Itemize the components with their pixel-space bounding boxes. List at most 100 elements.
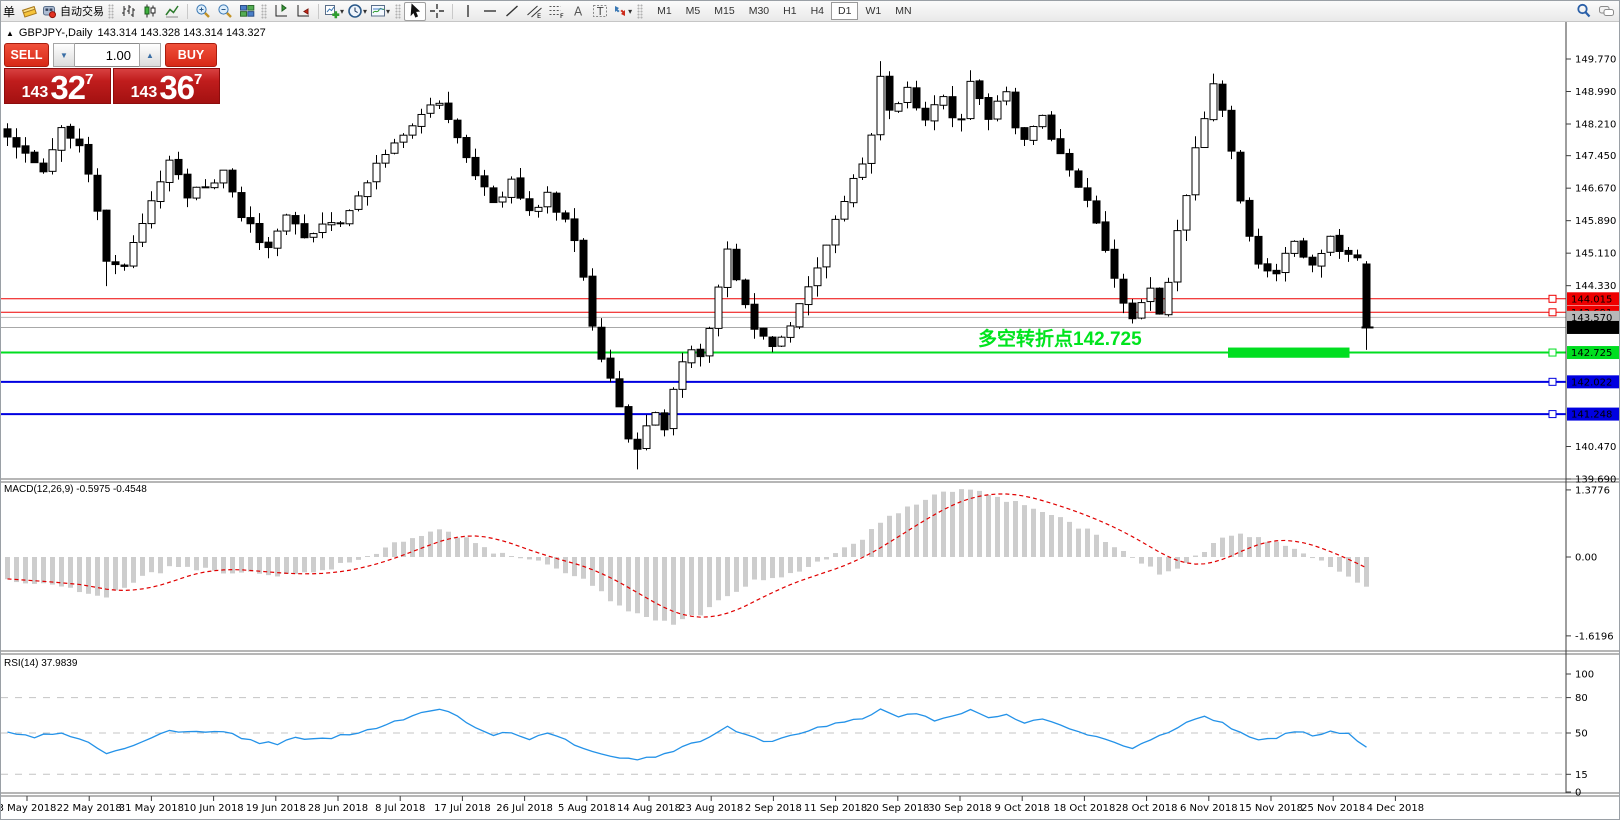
buy-price-display[interactable]: 143 36 7 bbox=[113, 68, 220, 104]
timeframe-D1[interactable]: D1 bbox=[831, 2, 859, 20]
toolbar-gripper[interactable] bbox=[395, 3, 402, 19]
sell-price-display[interactable]: 143 32 7 bbox=[4, 68, 111, 104]
chat-icon[interactable] bbox=[1595, 2, 1617, 21]
volume-increase-button[interactable]: ▲ bbox=[139, 43, 161, 67]
toolbar-gripper[interactable] bbox=[637, 3, 644, 19]
clipped-menu-text[interactable]: 单 bbox=[3, 4, 16, 19]
candle-body bbox=[327, 222, 336, 226]
level-end-marker bbox=[1548, 410, 1557, 419]
candle-body bbox=[714, 286, 723, 329]
dropdown-caret: ▾ bbox=[363, 6, 368, 16]
candle-body bbox=[570, 218, 579, 242]
rsi-line bbox=[7, 708, 1367, 761]
crosshair-button[interactable] bbox=[426, 2, 448, 21]
candle-body bbox=[1326, 235, 1335, 253]
macd-tick-label: -1.6196 bbox=[1575, 631, 1614, 642]
candle-body bbox=[1002, 91, 1011, 102]
date-label: 31 May 2018 bbox=[119, 803, 184, 814]
tile-windows-icon[interactable] bbox=[236, 2, 258, 21]
timeframe-M1[interactable]: M1 bbox=[657, 5, 672, 17]
periods-clock-button[interactable]: ▾ bbox=[346, 2, 369, 21]
timeframe-MN[interactable]: MN bbox=[895, 5, 912, 17]
candle-body bbox=[975, 80, 984, 100]
candle-body bbox=[849, 177, 858, 204]
candle-body bbox=[1065, 152, 1074, 171]
date-label: 5 Aug 2018 bbox=[558, 803, 616, 814]
date-label: 25 Nov 2018 bbox=[1301, 803, 1365, 814]
candle-body bbox=[255, 222, 264, 244]
auto-scroll-icon[interactable] bbox=[292, 2, 314, 21]
autotrade-label: 自动交易 bbox=[60, 6, 105, 18]
new-order-icon[interactable] bbox=[18, 2, 40, 21]
indicators-add-button[interactable]: ▾ bbox=[323, 2, 346, 21]
svg-text:A: A bbox=[574, 5, 583, 19]
dropdown-caret: ▾ bbox=[386, 6, 391, 16]
timeframe-W1[interactable]: W1 bbox=[865, 5, 882, 17]
timeframe-M15[interactable]: M15 bbox=[714, 5, 735, 17]
timeframe-H1[interactable]: H1 bbox=[783, 5, 797, 17]
dropdown-caret: ▾ bbox=[340, 6, 345, 16]
candle-body bbox=[3, 128, 12, 138]
volume-input[interactable] bbox=[75, 43, 139, 67]
chart-canvas[interactable]: 149.770 148.990 148.210 147.450 146.670 145.8… bbox=[1, 22, 1620, 820]
candle-body bbox=[723, 248, 732, 288]
candle-body bbox=[957, 118, 966, 121]
toolbar-separator bbox=[318, 3, 320, 19]
candle-body bbox=[93, 174, 102, 212]
bars-chart-icon[interactable] bbox=[117, 2, 139, 21]
date-label: 17 Jul 2018 bbox=[434, 803, 491, 814]
candle-body bbox=[201, 186, 210, 189]
candle-body bbox=[300, 223, 309, 239]
timeframe-M5[interactable]: M5 bbox=[685, 5, 701, 17]
candle-body bbox=[1056, 138, 1065, 155]
trendline-button[interactable] bbox=[501, 2, 523, 21]
candle-body bbox=[1101, 221, 1110, 251]
toolbar-gripper[interactable] bbox=[261, 3, 268, 19]
horizontal-line-button[interactable] bbox=[479, 2, 501, 21]
candle-body bbox=[381, 154, 390, 164]
arrows-button[interactable]: ▾ bbox=[611, 2, 634, 21]
timeframe-M30[interactable]: M30 bbox=[748, 5, 770, 17]
zoom-out-icon[interactable] bbox=[214, 2, 236, 21]
cursor-button[interactable] bbox=[404, 1, 427, 21]
equidistant-channel-button[interactable]: E bbox=[523, 2, 545, 21]
shift-chart-icon[interactable] bbox=[270, 2, 292, 21]
candle-body bbox=[606, 357, 615, 379]
autotrade-button[interactable]: 自动交易 bbox=[40, 2, 105, 21]
candle-body bbox=[129, 241, 138, 267]
collapse-arrow-icon[interactable]: ▲ bbox=[6, 28, 14, 38]
candle-body bbox=[480, 175, 489, 188]
timeframe-H4[interactable]: H4 bbox=[810, 5, 825, 17]
price-tick-label: 140.470 bbox=[1575, 442, 1616, 453]
candle-body bbox=[48, 149, 57, 172]
volume-decrease-button[interactable]: ▼ bbox=[53, 43, 75, 67]
date-label: 22 May 2018 bbox=[57, 803, 122, 814]
vertical-line-button[interactable] bbox=[457, 2, 479, 21]
line-chart-icon[interactable] bbox=[161, 2, 183, 21]
candles-chart-icon[interactable] bbox=[139, 2, 161, 21]
candle-body bbox=[66, 125, 75, 139]
text-button[interactable]: A bbox=[567, 2, 589, 21]
candle-body bbox=[174, 158, 183, 176]
candle-body bbox=[1308, 256, 1317, 266]
candle-body bbox=[1029, 126, 1038, 141]
candle-body bbox=[678, 361, 687, 390]
candle-body bbox=[282, 214, 291, 232]
fibonacci-button[interactable]: F bbox=[545, 2, 567, 21]
buy-button[interactable]: BUY bbox=[165, 43, 217, 67]
candle-body bbox=[1263, 263, 1272, 272]
text-label-button[interactable]: T bbox=[589, 2, 611, 21]
zoom-in-icon[interactable] bbox=[192, 2, 214, 21]
candle-body bbox=[372, 162, 381, 183]
candle-body bbox=[363, 182, 372, 198]
templates-button[interactable]: ▾ bbox=[369, 2, 392, 21]
sell-button[interactable]: SELL bbox=[4, 43, 49, 67]
search-icon[interactable] bbox=[1573, 2, 1595, 21]
candle-body bbox=[885, 75, 894, 111]
price-tick-label: 145.110 bbox=[1575, 249, 1616, 260]
level-price-label: 144.015 bbox=[1571, 294, 1612, 305]
candle-body bbox=[1245, 199, 1254, 237]
candle-body bbox=[246, 217, 255, 225]
toolbar-gripper[interactable] bbox=[108, 3, 115, 19]
candle-body bbox=[498, 196, 507, 203]
